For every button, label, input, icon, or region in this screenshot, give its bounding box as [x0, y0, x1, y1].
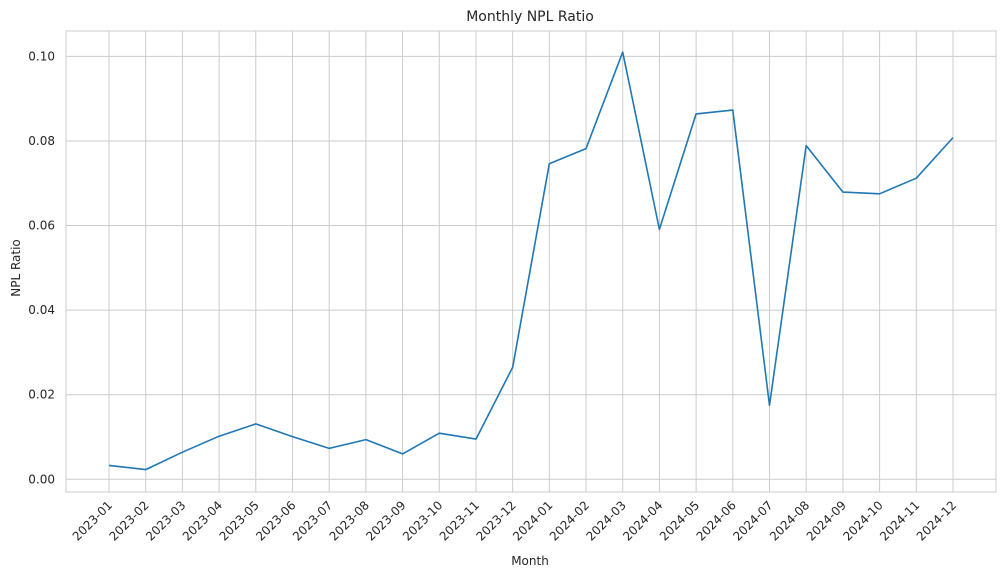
y-tick-label: 0.06 — [28, 219, 55, 233]
y-tick-label: 0.10 — [28, 49, 55, 63]
series-layer — [109, 52, 953, 470]
x-tick-label: 2024-12 — [914, 498, 959, 543]
y-tick-label: 0.04 — [28, 303, 55, 317]
y-axis-label: NPL Ratio — [9, 239, 23, 297]
y-tick-label: 0.02 — [28, 388, 55, 402]
y-tick-label: 0.00 — [28, 472, 55, 486]
y-tick-label: 0.08 — [28, 134, 55, 148]
y-axis: 0.00 0.02 0.04 0.06 0.08 0.10 — [28, 49, 55, 486]
x-axis-label: Month — [511, 554, 549, 568]
chart-title: Monthly NPL Ratio — [466, 9, 594, 25]
x-axis: 2023-012023-022023-032023-042023-052023-… — [70, 498, 959, 543]
series-line — [109, 52, 953, 470]
